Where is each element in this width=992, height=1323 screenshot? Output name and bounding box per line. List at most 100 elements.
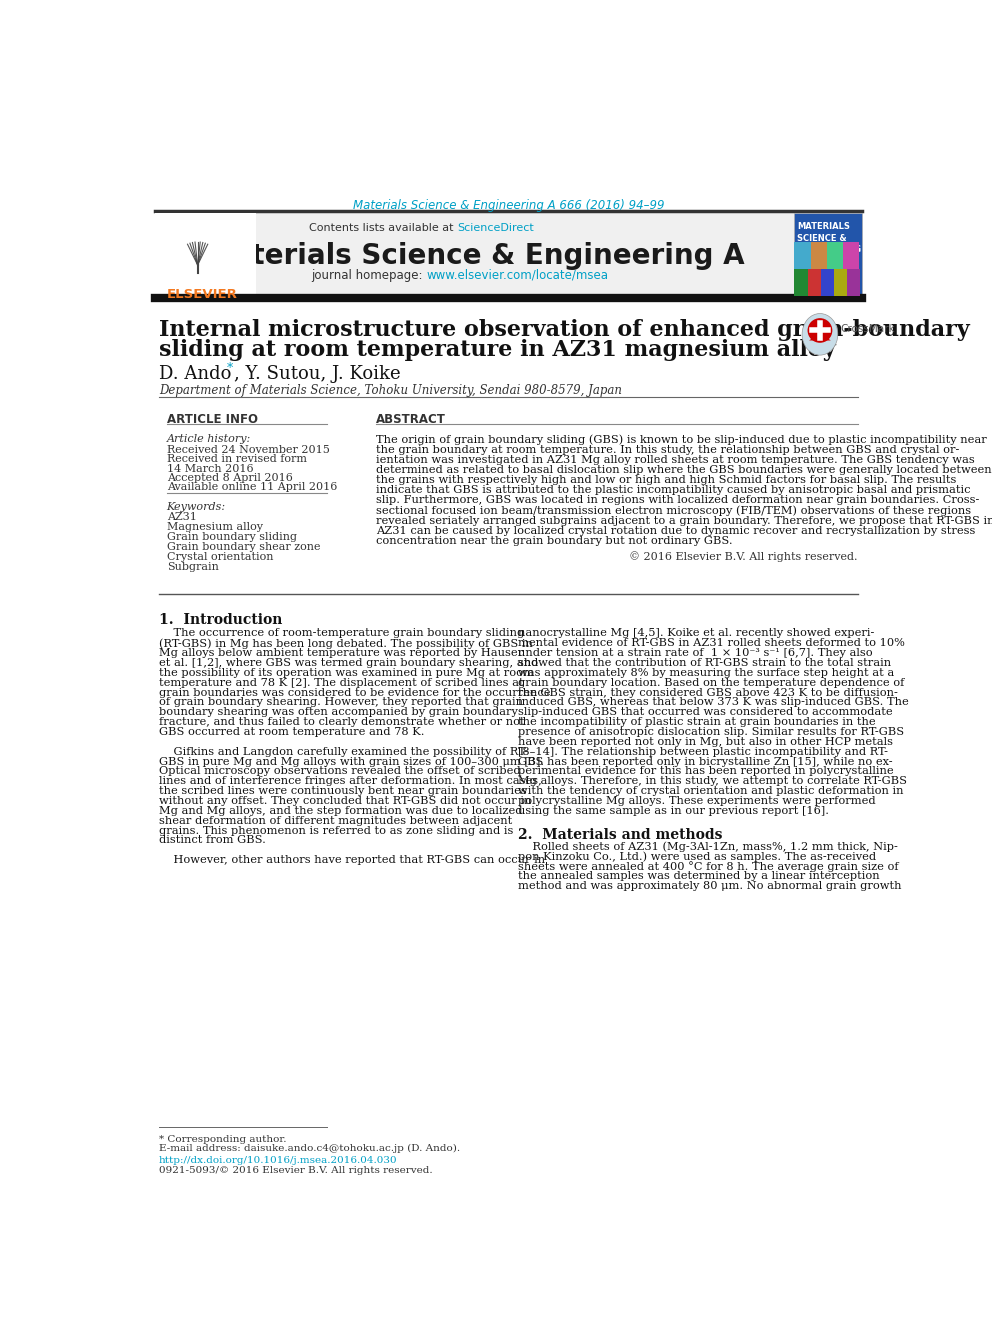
Text: www.elsevier.com/locate/msea: www.elsevier.com/locate/msea [427, 269, 608, 282]
Text: grain boundary location. Based on the temperature dependence of: grain boundary location. Based on the te… [518, 677, 904, 688]
Text: ARTICLE INFO: ARTICLE INFO [167, 413, 258, 426]
Text: boundary shearing was often accompanied by grain boundary: boundary shearing was often accompanied … [159, 708, 518, 717]
Ellipse shape [803, 314, 838, 355]
Bar [155, 213, 256, 296]
Text: pon Kinzoku Co., Ltd.) were used as samples. The as-received: pon Kinzoku Co., Ltd.) were used as samp… [518, 852, 876, 863]
Text: GBS occurred at room temperature and 78 K.: GBS occurred at room temperature and 78 … [159, 728, 425, 737]
Text: Mg and Mg alloys, and the step formation was due to localized: Mg and Mg alloys, and the step formation… [159, 806, 523, 816]
Text: D. Ando: D. Ando [159, 365, 231, 384]
Text: Materials Science & Engineering A 666 (2016) 94–99: Materials Science & Engineering A 666 (2… [352, 198, 665, 212]
Text: slip-induced GBS that occurred was considered to accommodate: slip-induced GBS that occurred was consi… [518, 708, 893, 717]
Text: using the same sample as in our previous report [16].: using the same sample as in our previous… [518, 806, 828, 816]
Text: the possibility of its operation was examined in pure Mg at room: the possibility of its operation was exa… [159, 668, 534, 677]
Text: , Y. Sutou, J. Koike: , Y. Sutou, J. Koike [234, 365, 401, 384]
Text: with the tendency of crystal orientation and plastic deformation in: with the tendency of crystal orientation… [518, 786, 903, 796]
Text: 2.  Materials and methods: 2. Materials and methods [518, 828, 722, 841]
Text: fracture, and thus failed to clearly demonstrate whether or not: fracture, and thus failed to clearly dem… [159, 717, 525, 728]
Text: © 2016 Elsevier B.V. All rights reserved.: © 2016 Elsevier B.V. All rights reserved… [630, 550, 858, 562]
Text: sheets were annealed at 400 °C for 8 h. The average grain size of: sheets were annealed at 400 °C for 8 h. … [518, 861, 899, 872]
Text: presence of anisotropic dislocation slip. Similar results for RT-GBS: presence of anisotropic dislocation slip… [518, 728, 904, 737]
Text: ientation was investigated in AZ31 Mg alloy rolled sheets at room temperature. T: ientation was investigated in AZ31 Mg al… [376, 455, 974, 464]
Text: the GBS strain, they considered GBS above 423 K to be diffusion-: the GBS strain, they considered GBS abov… [518, 688, 898, 697]
Text: the incompatibility of plastic strain at grain boundaries in the: the incompatibility of plastic strain at… [518, 717, 875, 728]
Text: [8–14]. The relationship between plastic incompatibility and RT-: [8–14]. The relationship between plastic… [518, 746, 888, 757]
Bar [847, 269, 860, 296]
Text: *: * [226, 363, 232, 374]
Text: Accepted 8 April 2016: Accepted 8 April 2016 [167, 472, 293, 483]
Text: the annealed samples was determined by a linear interception: the annealed samples was determined by a… [518, 872, 879, 881]
Bar [834, 269, 847, 296]
Text: Materials Science & Engineering A: Materials Science & Engineering A [205, 242, 745, 270]
Text: et al. [1,2], where GBS was termed grain boundary shearing, and: et al. [1,2], where GBS was termed grain… [159, 658, 538, 668]
Text: Optical microscopy observations revealed the offset of scribed: Optical microscopy observations revealed… [159, 766, 521, 777]
Text: polycrystalline Mg alloys. These experiments were performed: polycrystalline Mg alloys. These experim… [518, 796, 875, 806]
Text: grains. This phenomenon is referred to as zone sliding and is: grains. This phenomenon is referred to a… [159, 826, 513, 836]
Text: 0921-5093/© 2016 Elsevier B.V. All rights reserved.: 0921-5093/© 2016 Elsevier B.V. All right… [159, 1166, 433, 1175]
Text: concentration near the grain boundary but not ordinary GBS.: concentration near the grain boundary bu… [376, 536, 732, 546]
Text: Mg alloys. Therefore, in this study, we attempt to correlate RT-GBS: Mg alloys. Therefore, in this study, we … [518, 777, 907, 786]
Text: revealed seriately arranged subgrains adjacent to a grain boundary. Therefore, w: revealed seriately arranged subgrains ad… [376, 516, 992, 525]
Text: Internal microstructure observation of enhanced grain-boundary: Internal microstructure observation of e… [159, 319, 969, 341]
Text: Crystal orientation: Crystal orientation [167, 552, 273, 562]
Bar [795, 269, 807, 296]
Text: Magnesium alloy: Magnesium alloy [167, 523, 263, 532]
Text: Mg alloys below ambient temperature was reported by Hauser: Mg alloys below ambient temperature was … [159, 648, 523, 658]
Text: under tension at a strain rate of  1 × 10⁻³ s⁻¹ [6,7]. They also: under tension at a strain rate of 1 × 10… [518, 648, 872, 658]
Text: The occurrence of room-temperature grain boundary sliding: The occurrence of room-temperature grain… [159, 628, 524, 639]
Text: GBS in pure Mg and Mg alloys with grain sizes of 100–300 μm [3].: GBS in pure Mg and Mg alloys with grain … [159, 757, 544, 766]
Text: determined as related to basal dislocation slip where the GBS boundaries were ge: determined as related to basal dislocati… [376, 464, 991, 475]
Text: GBS has been reported only in bicrystalline Zn [15], while no ex-: GBS has been reported only in bicrystall… [518, 757, 893, 766]
Text: Rolled sheets of AZ31 (Mg-3Al-1Zn, mass%, 1.2 mm thick, Nip-: Rolled sheets of AZ31 (Mg-3Al-1Zn, mass%… [518, 841, 898, 852]
Text: Article history:: Article history: [167, 434, 251, 445]
Text: Contents lists available at: Contents lists available at [310, 222, 457, 233]
Text: ScienceDirect: ScienceDirect [457, 222, 534, 233]
Text: The origin of grain boundary sliding (GBS) is known to be slip-induced due to pl: The origin of grain boundary sliding (GB… [376, 434, 987, 445]
Text: However, other authors have reported that RT-GBS can occur in: However, other authors have reported tha… [159, 855, 545, 865]
Text: CrossMark: CrossMark [840, 324, 895, 335]
Text: Received 24 November 2015: Received 24 November 2015 [167, 446, 329, 455]
Text: * Corresponding author.: * Corresponding author. [159, 1135, 287, 1144]
Bar [795, 213, 862, 296]
Text: Available online 11 April 2016: Available online 11 April 2016 [167, 482, 337, 492]
Text: induced GBS, whereas that below 373 K was slip-induced GBS. The: induced GBS, whereas that below 373 K wa… [518, 697, 909, 708]
Text: of grain boundary shearing. However, they reported that grain: of grain boundary shearing. However, the… [159, 697, 523, 708]
Text: have been reported not only in Mg, but also in other HCP metals: have been reported not only in Mg, but a… [518, 737, 893, 747]
Text: Department of Materials Science, Tohoku University, Sendai 980-8579, Japan: Department of Materials Science, Tohoku … [159, 384, 622, 397]
Text: shear deformation of different magnitudes between adjacent: shear deformation of different magnitude… [159, 816, 512, 826]
Text: the grain boundary at room temperature. In this study, the relationship between : the grain boundary at room temperature. … [376, 445, 959, 455]
Text: E-mail address: daisuke.ando.c4@tohoku.ac.jp (D. Ando).: E-mail address: daisuke.ando.c4@tohoku.a… [159, 1144, 460, 1154]
Text: MATERIALS
SCIENCE &
ENGINEERING: MATERIALS SCIENCE & ENGINEERING [798, 222, 862, 254]
Text: Grain boundary sliding: Grain boundary sliding [167, 532, 297, 542]
Text: Subgrain: Subgrain [167, 562, 218, 573]
Text: Keywords:: Keywords: [167, 503, 226, 512]
Bar [827, 242, 843, 269]
Text: perimental evidence for this has been reported in polycrystalline: perimental evidence for this has been re… [518, 766, 894, 777]
Text: 14 March 2016: 14 March 2016 [167, 463, 253, 474]
Text: distinct from GBS.: distinct from GBS. [159, 835, 266, 845]
Text: Grain boundary shear zone: Grain boundary shear zone [167, 542, 320, 552]
Text: ABSTRACT: ABSTRACT [376, 413, 445, 426]
Text: Gifkins and Langdon carefully examined the possibility of RT-: Gifkins and Langdon carefully examined t… [159, 746, 528, 757]
Text: temperature and 78 K [2]. The displacement of scribed lines at: temperature and 78 K [2]. The displaceme… [159, 677, 524, 688]
Text: lines and of interference fringes after deformation. In most cases,: lines and of interference fringes after … [159, 777, 542, 786]
Bar [820, 269, 834, 296]
Text: method and was approximately 80 μm. No abnormal grain growth: method and was approximately 80 μm. No a… [518, 881, 901, 892]
Text: sectional focused ion beam/transmission electron microscopy (FIB/TEM) observatio: sectional focused ion beam/transmission … [376, 505, 971, 516]
Ellipse shape [807, 318, 832, 343]
Text: slip. Furthermore, GBS was located in regions with localized deformation near gr: slip. Furthermore, GBS was located in re… [376, 495, 979, 505]
Bar [256, 213, 795, 296]
Text: sliding at room temperature in AZ31 magnesium alloy: sliding at room temperature in AZ31 magn… [159, 339, 835, 361]
Text: journal homepage:: journal homepage: [311, 269, 427, 282]
Text: AZ31: AZ31 [167, 512, 196, 523]
Text: AZ31 can be caused by localized crystal rotation due to dynamic recover and recr: AZ31 can be caused by localized crystal … [376, 527, 975, 536]
Bar [807, 269, 820, 296]
Text: nanocrystalline Mg [4,5]. Koike et al. recently showed experi-: nanocrystalline Mg [4,5]. Koike et al. r… [518, 628, 874, 639]
Text: indicate that GBS is attributed to the plastic incompatibility caused by anisotr: indicate that GBS is attributed to the p… [376, 486, 970, 495]
Text: without any offset. They concluded that RT-GBS did not occur in: without any offset. They concluded that … [159, 796, 532, 806]
Text: mental evidence of RT-GBS in AZ31 rolled sheets deformed to 10%: mental evidence of RT-GBS in AZ31 rolled… [518, 638, 905, 648]
Text: http://dx.doi.org/10.1016/j.msea.2016.04.030: http://dx.doi.org/10.1016/j.msea.2016.04… [159, 1156, 398, 1166]
Text: grain boundaries was considered to be evidence for the occurrence: grain boundaries was considered to be ev… [159, 688, 551, 697]
Text: (RT-GBS) in Mg has been long debated. The possibility of GBS in: (RT-GBS) in Mg has been long debated. Th… [159, 638, 533, 648]
Text: ELSEVIER: ELSEVIER [167, 288, 237, 302]
Text: 1.  Introduction: 1. Introduction [159, 613, 283, 627]
